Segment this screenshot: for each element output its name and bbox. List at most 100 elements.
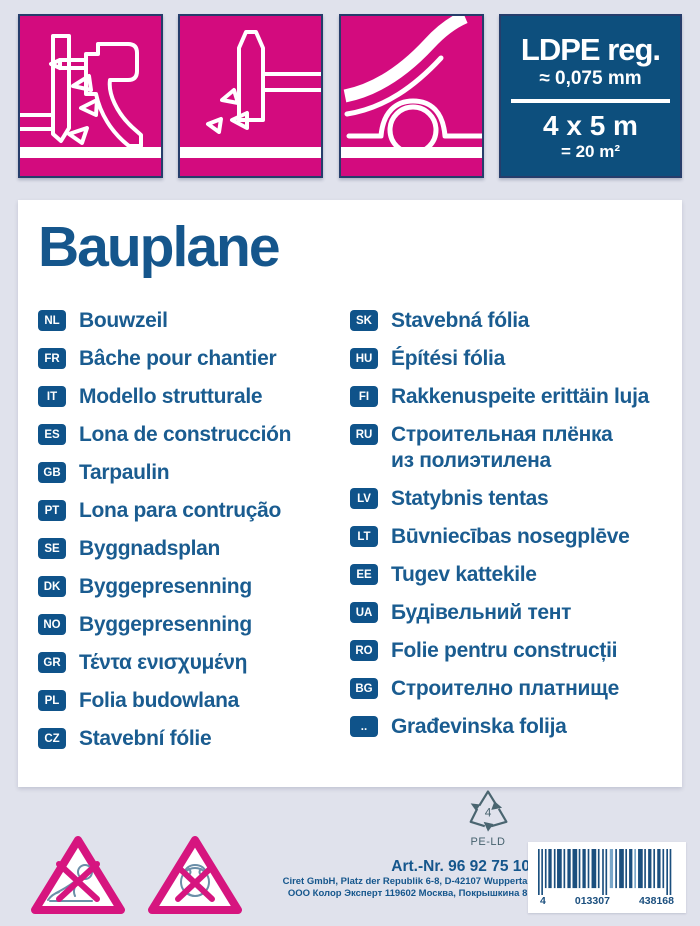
spec-divider bbox=[510, 99, 670, 103]
language-label: Τέντα ενισχυμένη bbox=[79, 651, 248, 674]
language-label: Građevinska folija bbox=[391, 715, 567, 738]
language-label: Statybnis tentas bbox=[391, 487, 549, 510]
language-label: Építési fólia bbox=[391, 347, 505, 370]
car-icon bbox=[340, 16, 482, 158]
hammer-debris-pictogram bbox=[178, 14, 324, 178]
drill-icon bbox=[20, 34, 161, 158]
language-label: Bouwzeil bbox=[79, 309, 168, 332]
language-row: RO Folie pentru construcții bbox=[350, 632, 662, 670]
language-code-badge: ES bbox=[38, 424, 66, 445]
language-code-badge: .. bbox=[350, 716, 378, 737]
language-row: SE Byggnadsplan bbox=[38, 530, 350, 568]
article-number: Art.-Nr. 96 92 75 10 bbox=[391, 858, 530, 875]
language-row: RU Строительная плёнка из полиэтилена bbox=[350, 416, 662, 480]
language-label: Строительная плёнка из полиэтилена bbox=[391, 423, 613, 472]
barcode-bars bbox=[538, 849, 672, 895]
language-label: Будівельний тент bbox=[391, 601, 572, 624]
language-label: Tugev kattekile bbox=[391, 563, 537, 586]
language-label: Byggnadsplan bbox=[79, 537, 221, 560]
language-code-badge: SK bbox=[350, 310, 378, 331]
language-row: GR Τέντα ενισχυμένη bbox=[38, 644, 350, 682]
language-code-badge: CZ bbox=[38, 728, 66, 749]
language-code-badge: RO bbox=[350, 640, 378, 661]
language-row: GB Tarpaulin bbox=[38, 454, 350, 492]
barcode-digit-group: 013307 bbox=[574, 895, 610, 907]
product-title: Bauplane bbox=[38, 215, 281, 279]
language-row: CZ Stavební fólie bbox=[38, 720, 350, 758]
language-column-right: SK Stavebná fólia HU Építési fólia FI Ra… bbox=[350, 302, 662, 758]
material-label: LDPE reg. bbox=[520, 32, 661, 67]
language-row: BG Строително платнище bbox=[350, 670, 662, 708]
language-code-badge: LT bbox=[350, 526, 378, 547]
language-code-badge: RU bbox=[350, 424, 378, 445]
spec-box: LDPE reg. ≈ 0,075 mm 4 x 5 m = 20 m² bbox=[498, 14, 682, 178]
article-info: Art.-Nr. 96 92 75 10 Ciret GmbH, Platz d… bbox=[283, 857, 530, 900]
language-row: .. Građevinska folija bbox=[350, 708, 662, 746]
language-label: Folie pentru construcții bbox=[391, 639, 618, 662]
language-label: Lona para contrução bbox=[79, 499, 282, 522]
language-code-badge: PT bbox=[38, 500, 66, 521]
language-code-badge: UA bbox=[350, 602, 378, 623]
footer: 4 PE-LD Art.-Nr. 96 92 75 10 Ciret GmbH,… bbox=[0, 787, 700, 926]
language-code-badge: GB bbox=[38, 462, 66, 483]
language-row: FI Rakkenuspeite erittäin luja bbox=[350, 378, 662, 416]
pictogram-row: LDPE reg. ≈ 0,075 mm 4 x 5 m = 20 m² bbox=[18, 14, 682, 178]
car-fender-pictogram bbox=[338, 14, 484, 178]
language-code-badge: DK bbox=[38, 576, 66, 597]
recycling-symbol: 4 PE-LD bbox=[452, 787, 524, 848]
language-code-badge: GR bbox=[38, 652, 66, 673]
area-label: = 20 m² bbox=[560, 142, 621, 161]
language-columns: NL Bouwzeil FR Bâche pour chantier IT Mo… bbox=[38, 302, 662, 758]
drill-debris-pictogram bbox=[18, 14, 163, 178]
size-label: 4 x 5 m bbox=[543, 110, 638, 141]
barcode-digit-group: 4 bbox=[540, 895, 546, 907]
language-row: UA Будівельний тент bbox=[350, 594, 662, 632]
language-code-badge: FI bbox=[350, 386, 378, 407]
language-row: SK Stavebná fólia bbox=[350, 302, 662, 340]
language-row: LV Statybnis tentas bbox=[350, 480, 662, 518]
language-label: Rakkenuspeite erittäin luja bbox=[391, 385, 649, 408]
language-code-badge: PL bbox=[38, 690, 66, 711]
address-de: Ciret GmbH, Platz der Republik 6-8, D-42… bbox=[282, 876, 530, 887]
address-ru: ООО Колор Эксперт 119602 Москва, Покрышк… bbox=[287, 888, 530, 899]
language-code-badge: NL bbox=[38, 310, 66, 331]
language-row: NO Byggepresenning bbox=[38, 606, 350, 644]
language-row: EE Tugev kattekile bbox=[350, 556, 662, 594]
language-row: ES Lona de construcción bbox=[38, 416, 350, 454]
language-label: Folia budowlana bbox=[79, 689, 240, 712]
barcode-digit-group: 438168 bbox=[638, 895, 674, 907]
language-row: LT Būvniecības nosegplēve bbox=[350, 518, 662, 556]
language-row: FR Bâche pour chantier bbox=[38, 340, 350, 378]
language-column-left: NL Bouwzeil FR Bâche pour chantier IT Mo… bbox=[38, 302, 350, 758]
language-code-badge: IT bbox=[38, 386, 66, 407]
language-label: Būvniecības nosegplēve bbox=[391, 525, 630, 548]
recycle-material-label: PE-LD bbox=[470, 836, 506, 848]
language-row: DK Byggepresenning bbox=[38, 568, 350, 606]
language-label: Lona de construcción bbox=[79, 423, 292, 446]
recycle-icon: 4 bbox=[469, 790, 508, 832]
main-panel: Bauplane NL Bouwzeil FR Bâche pour chant… bbox=[18, 200, 682, 787]
language-code-badge: NO bbox=[38, 614, 66, 635]
language-label: Modello strutturale bbox=[79, 385, 263, 408]
language-row: PT Lona para contrução bbox=[38, 492, 350, 530]
language-code-badge: HU bbox=[350, 348, 378, 369]
language-label: Stavební fólie bbox=[79, 727, 212, 750]
language-row: HU Építési fólia bbox=[350, 340, 662, 378]
language-row: PL Folia budowlana bbox=[38, 682, 350, 720]
warning-pictograms bbox=[28, 833, 245, 917]
language-label: Tarpaulin bbox=[79, 461, 170, 484]
language-row: NL Bouwzeil bbox=[38, 302, 350, 340]
language-code-badge: FR bbox=[38, 348, 66, 369]
language-code-badge: LV bbox=[350, 488, 378, 509]
language-label: Byggepresenning bbox=[79, 575, 252, 598]
language-code-badge: EE bbox=[350, 564, 378, 585]
language-label: Bâche pour chantier bbox=[79, 347, 277, 370]
language-label: Stavebná fólia bbox=[391, 309, 530, 332]
suffocation-baby-warning-icon bbox=[28, 833, 128, 917]
barcode: 4 013307 438168 bbox=[528, 842, 686, 913]
barcode-digits: 4 013307 438168 bbox=[538, 895, 676, 907]
bag-over-head-warning-icon bbox=[145, 833, 245, 917]
thickness-label: ≈ 0,075 mm bbox=[539, 68, 642, 89]
recycle-code: 4 bbox=[485, 805, 492, 819]
